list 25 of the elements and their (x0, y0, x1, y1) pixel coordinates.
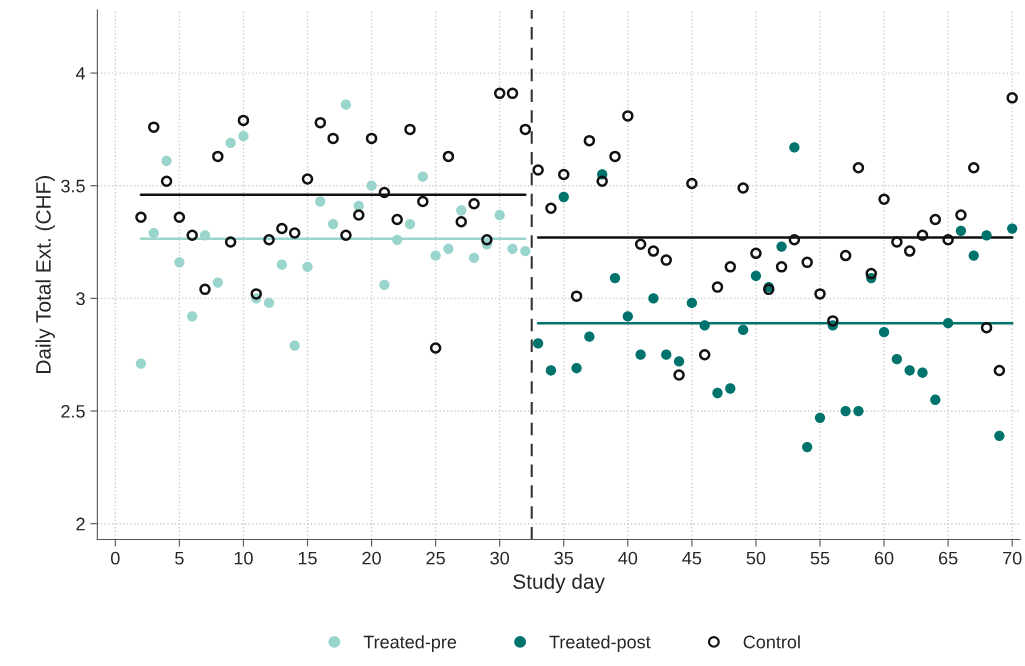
y-tick-label: 3.5 (61, 179, 85, 193)
x-tick-label: 50 (746, 551, 766, 565)
y-tick-label: 2 (76, 517, 85, 531)
y-tick-label: 3 (76, 292, 85, 306)
x-tick-label: 70 (1003, 551, 1022, 565)
x-tick-label: 0 (111, 551, 120, 565)
x-tick-label: 65 (939, 551, 958, 565)
legend-label: Treated-pre (363, 635, 457, 652)
x-tick-label: 20 (362, 551, 381, 565)
y-tick-label: 4 (75, 67, 86, 80)
legend-label: Control (743, 635, 800, 649)
x-tick-label: 60 (874, 551, 894, 565)
x-axis-title: Study day (513, 573, 605, 594)
x-tick-label: 5 (175, 551, 184, 565)
x-tick-label: 30 (490, 551, 510, 565)
x-tick-label: 10 (234, 551, 253, 565)
legend-label: Treated-post (549, 635, 651, 652)
x-tick-label: 35 (554, 551, 574, 565)
x-tick-label: 15 (298, 551, 317, 565)
x-tick-label: 45 (682, 551, 702, 565)
x-tick-label: 40 (618, 551, 638, 565)
y-axis-title: Daily Total Ext. (CHF) (35, 176, 55, 373)
y-tick-label: 2.5 (61, 404, 85, 418)
x-tick-label: 25 (426, 551, 445, 565)
x-tick-label: 55 (810, 551, 830, 565)
